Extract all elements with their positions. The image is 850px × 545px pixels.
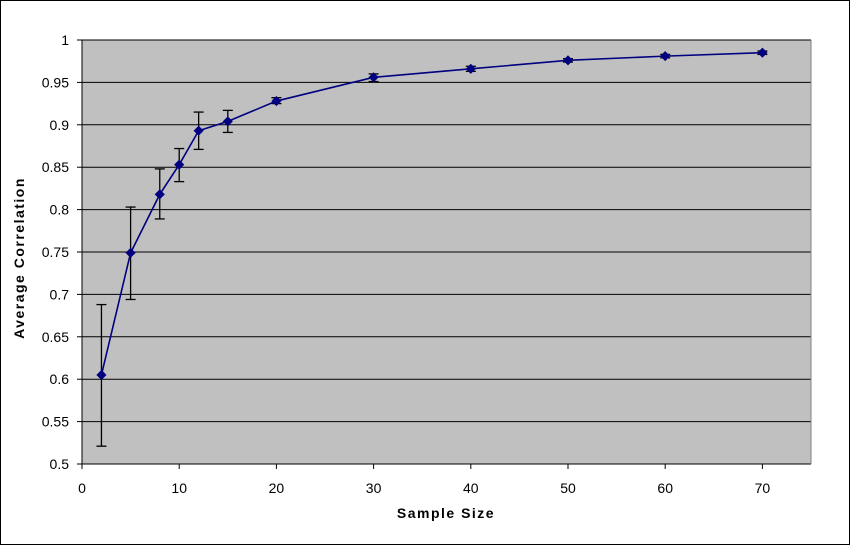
x-tick-labels: 0 10 20 30 40 50 60 70 (78, 480, 770, 496)
data-point-marker (660, 51, 671, 62)
x-tick-label: 0 (78, 480, 86, 496)
data-point-marker (154, 189, 165, 200)
data-point-marker (96, 369, 107, 381)
y-tick-label: 0.95 (42, 74, 69, 90)
y-tick-label: 0.75 (42, 244, 69, 260)
y-axis-title: Average Correlation (11, 177, 27, 339)
data-point-marker (222, 116, 233, 127)
y-tick-label: 0.9 (50, 117, 70, 133)
data-point-marker (193, 125, 204, 136)
x-tick-label: 60 (657, 480, 673, 496)
x-tick-label: 10 (171, 480, 187, 496)
data-point-marker (368, 72, 379, 83)
y-tick-label: 0.55 (42, 414, 69, 430)
series-line (100, 51, 763, 376)
y-tick-label: 0.6 (50, 371, 70, 387)
data-point-marker (125, 247, 136, 258)
y-tick-label: 0.85 (42, 159, 69, 175)
y-tick-labels: 0.5 0.55 0.6 0.65 0.7 0.75 0.8 0.85 0.9 0.95 1 (42, 32, 69, 472)
axes (77, 39, 812, 469)
y-tick-label: 0.7 (50, 286, 70, 302)
data-point-marker (465, 63, 476, 74)
x-tick-label: 70 (755, 480, 771, 496)
gridlines (82, 39, 811, 423)
y-tick-label: 0.8 (50, 202, 70, 218)
y-tick-label: 0.5 (50, 456, 70, 472)
x-axis-title: Sample Size (397, 505, 495, 521)
data-point-marker (562, 55, 574, 66)
x-tick-label: 20 (269, 480, 285, 496)
data-point-marker (271, 95, 282, 107)
y-tick-label: 0.65 (42, 329, 69, 345)
x-tick-label: 40 (463, 480, 479, 496)
data-point-marker (757, 47, 768, 58)
data-series (100, 51, 763, 376)
data-point-marker (174, 159, 185, 170)
x-tick-label: 30 (366, 480, 382, 496)
data-markers (96, 47, 768, 381)
y-tick-label: 1 (61, 32, 69, 48)
x-tick-label: 50 (560, 480, 576, 496)
